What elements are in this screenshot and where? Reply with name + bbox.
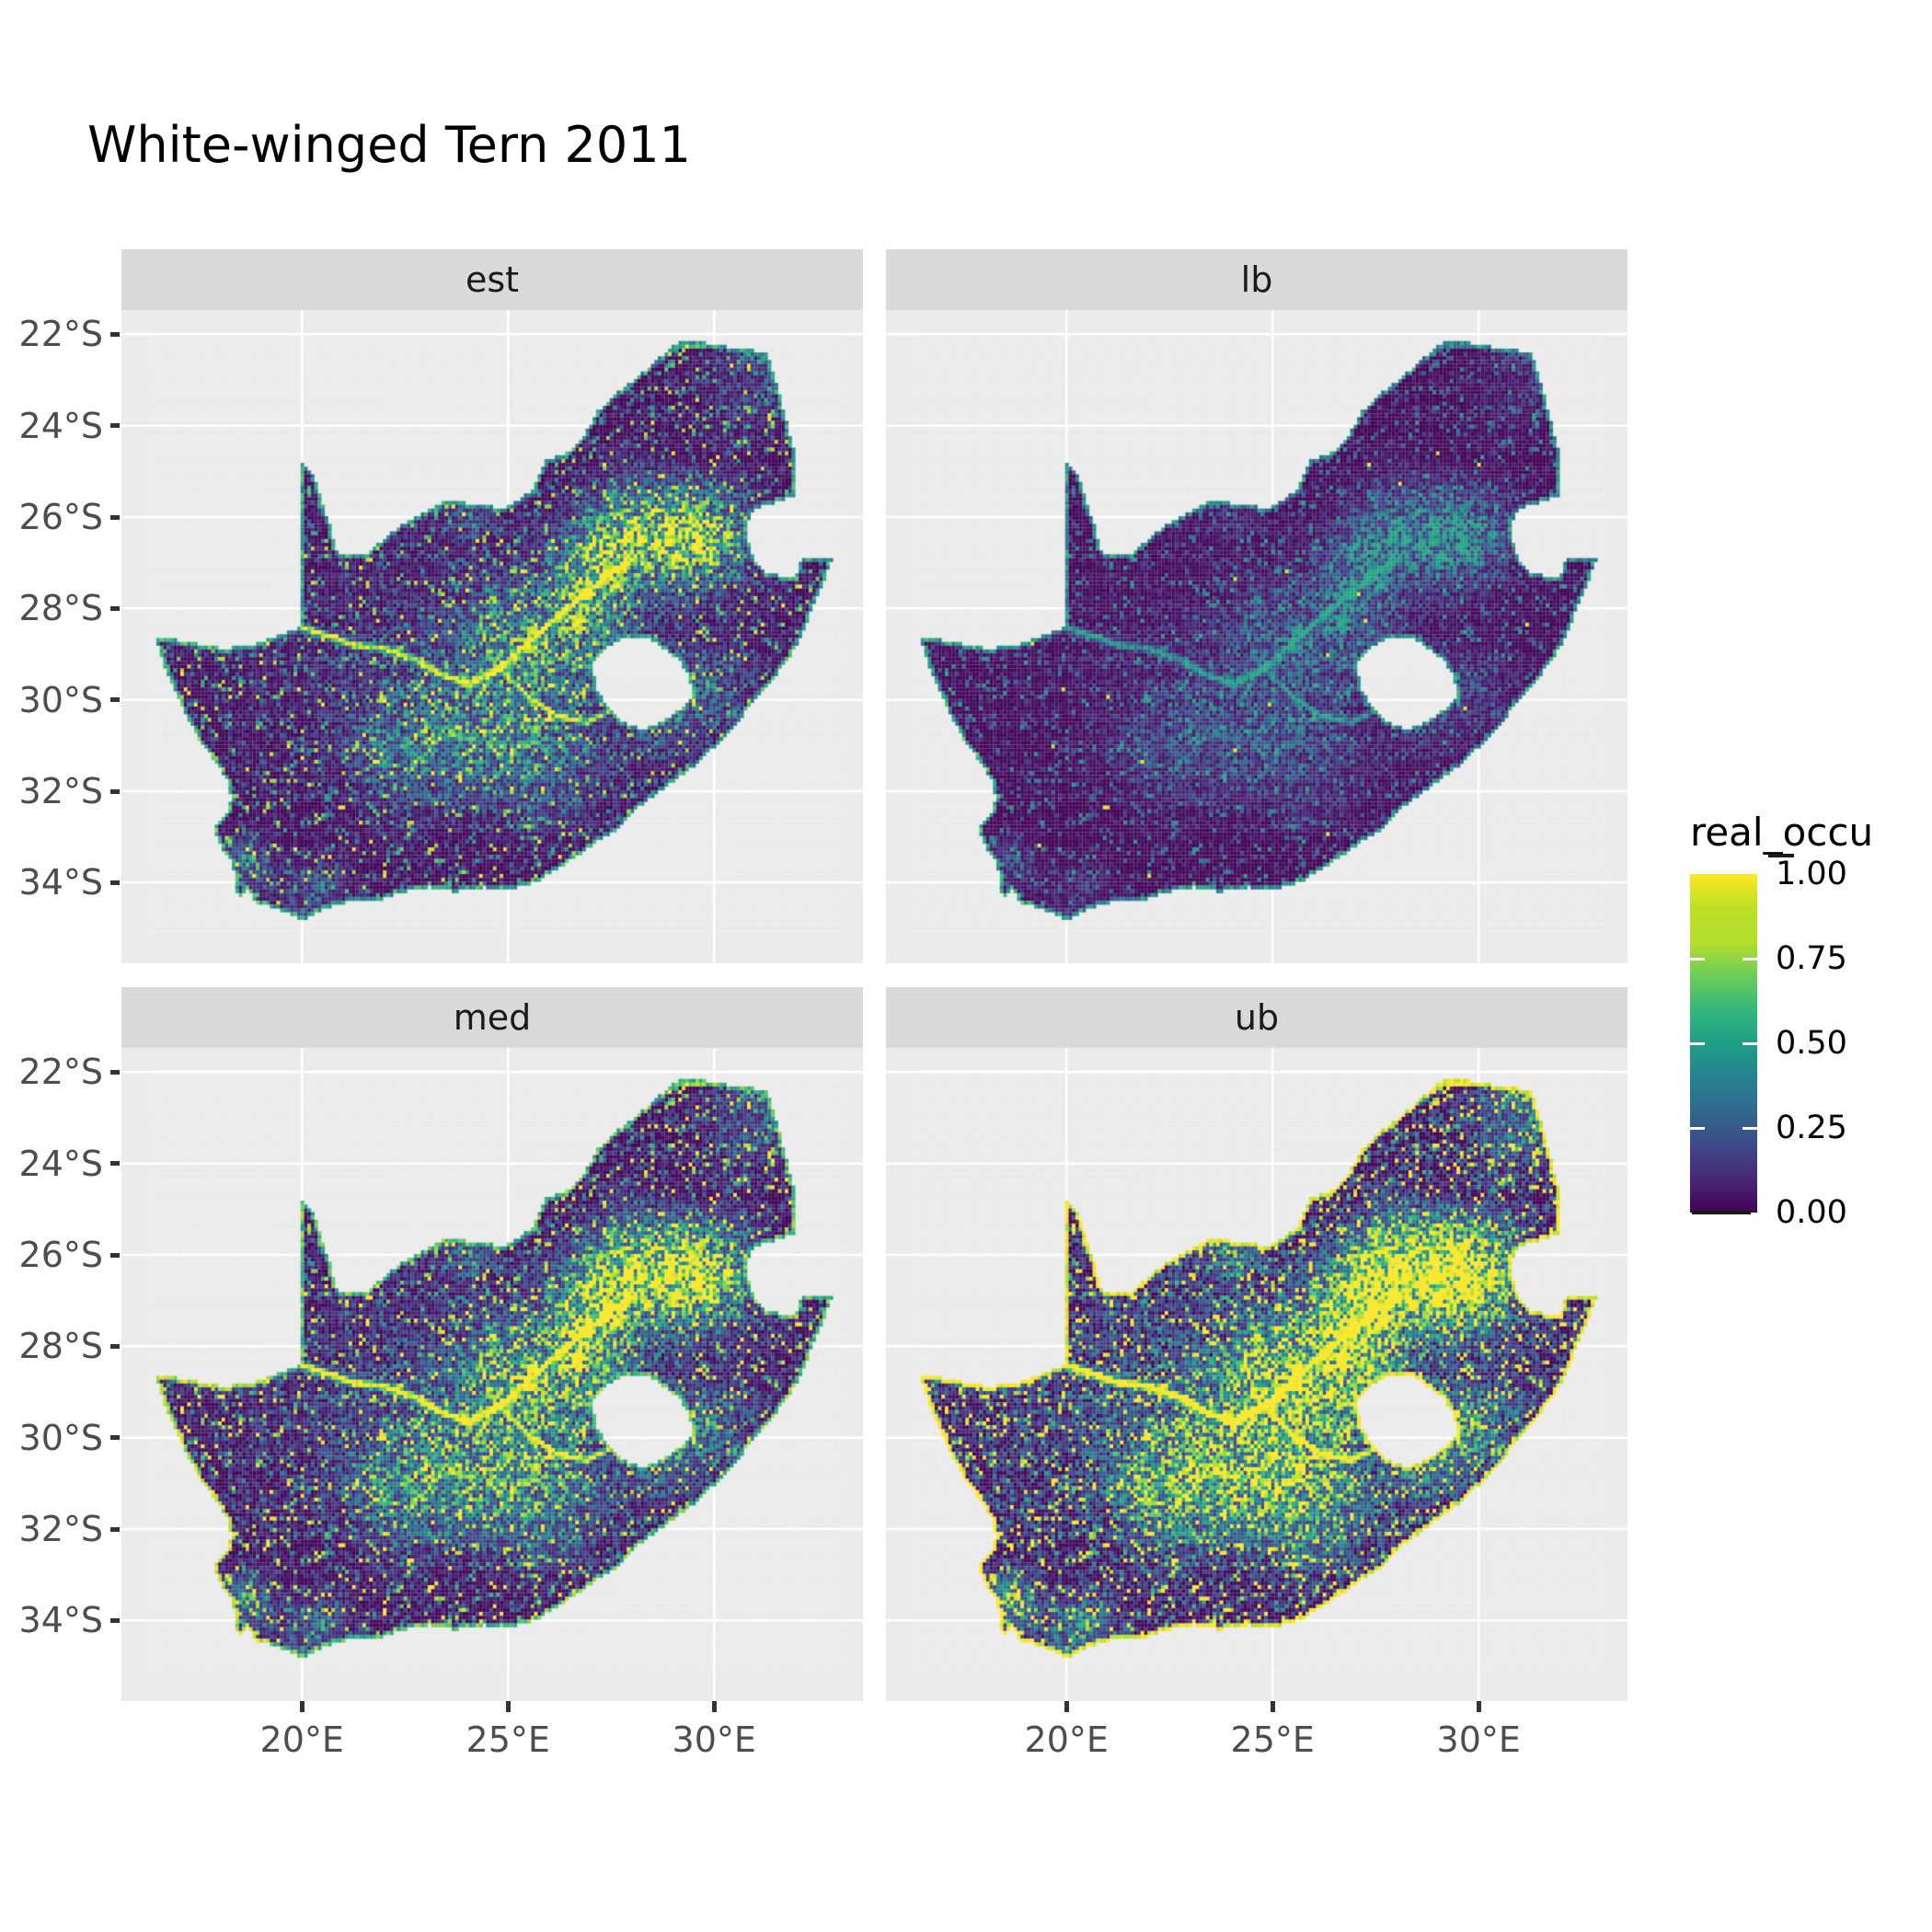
y-tick-mark [110, 697, 120, 703]
x-tick-label: 25°E [1230, 1719, 1315, 1760]
map-panel-lb [886, 310, 1627, 963]
legend-tick-label: 1.00 [1776, 856, 1847, 892]
y-tick-label: 28°S [18, 1326, 103, 1367]
x-tick-label: 25°E [466, 1719, 550, 1760]
y-tick-label: 26°S [18, 1235, 103, 1275]
facet-strip-lb: lb [886, 249, 1627, 310]
y-tick-label: 32°S [18, 771, 103, 812]
y-tick-label: 32°S [18, 1509, 103, 1550]
legend-tick-nub [1742, 1126, 1757, 1130]
legend-tick-nub [1742, 957, 1757, 960]
x-tick-mark [711, 1701, 717, 1712]
legend-tick-label: 0.25 [1776, 1110, 1847, 1146]
y-tick-mark [110, 1343, 120, 1349]
legend-end-tick [1768, 854, 1794, 857]
x-tick-mark [1476, 1701, 1481, 1712]
x-tick-mark [1064, 1701, 1069, 1712]
x-tick-mark [299, 1701, 305, 1712]
legend-tick-label: 0.00 [1776, 1194, 1847, 1231]
y-tick-label: 22°S [18, 1052, 103, 1093]
x-tick-mark [1270, 1701, 1275, 1712]
map-panel-ub [886, 1048, 1627, 1701]
facet-strip-ub-label: ub [1234, 997, 1280, 1038]
y-tick-mark [110, 605, 120, 611]
legend-title: real_occu [1690, 810, 1874, 855]
y-tick-mark [110, 788, 120, 794]
legend-end-tick [1692, 1211, 1751, 1214]
legend-tick-nub [1690, 957, 1705, 960]
y-tick-mark [110, 1252, 120, 1258]
y-tick-mark [110, 1435, 120, 1441]
legend-tick-nub [1742, 1041, 1757, 1045]
facet-strip-lb-label: lb [1240, 259, 1273, 300]
facet-strip-med-label: med [453, 997, 532, 1038]
y-tick-label: 34°S [18, 1600, 103, 1641]
legend-tick-label: 0.75 [1776, 940, 1847, 977]
y-tick-mark [110, 1161, 120, 1167]
x-tick-mark [505, 1701, 511, 1712]
legend-tick-nub [1690, 1126, 1705, 1130]
y-tick-label: 22°S [18, 314, 103, 355]
y-tick-mark [110, 423, 120, 429]
y-tick-label: 30°S [18, 1417, 103, 1458]
y-tick-mark [110, 1069, 120, 1075]
facet-strip-ub: ub [886, 987, 1627, 1048]
y-tick-mark [110, 880, 120, 885]
y-tick-label: 30°S [18, 679, 103, 720]
facet-strip-est: est [121, 249, 863, 310]
y-tick-label: 28°S [18, 588, 103, 629]
y-tick-mark [110, 331, 120, 337]
y-tick-label: 24°S [18, 405, 103, 446]
map-panel-med [121, 1048, 863, 1701]
facet-strip-est-label: est [465, 259, 520, 300]
x-tick-label: 30°E [672, 1719, 756, 1760]
y-tick-label: 26°S [18, 497, 103, 537]
plot-title: White-winged Tern 2011 [87, 116, 691, 174]
y-tick-label: 34°S [18, 862, 103, 903]
facet-strip-med: med [121, 987, 863, 1048]
legend-tick-nub [1690, 1041, 1705, 1045]
x-tick-label: 20°E [1024, 1719, 1109, 1760]
legend-tick-label: 0.50 [1776, 1025, 1847, 1062]
legend-real-occu: real_occu 1.00 0.75 0.50 0.25 0.00 [1690, 810, 1932, 1251]
x-tick-label: 30°E [1436, 1719, 1521, 1760]
y-tick-mark [110, 514, 120, 520]
y-tick-label: 24°S [18, 1143, 103, 1184]
y-tick-mark [110, 1526, 120, 1532]
y-tick-mark [110, 1617, 120, 1623]
x-tick-label: 20°E [259, 1719, 344, 1760]
map-panel-est [121, 310, 863, 963]
